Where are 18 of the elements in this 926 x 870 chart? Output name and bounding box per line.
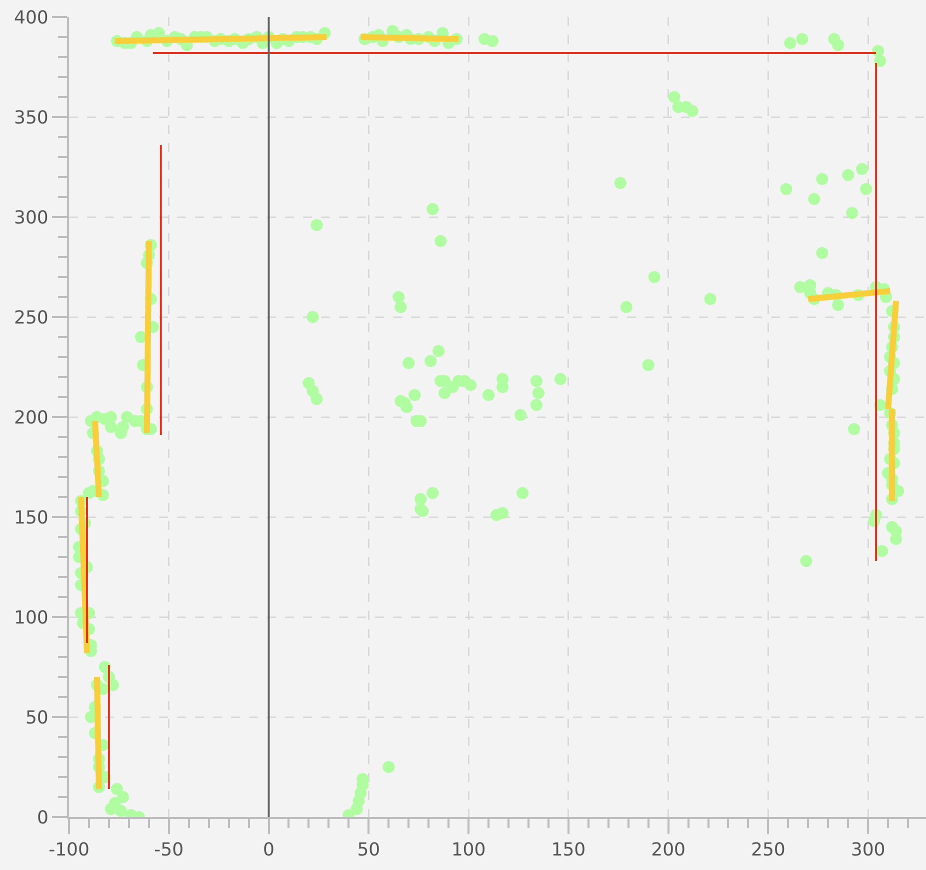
y-tick-label: 250 [14, 307, 48, 328]
x-tick-label: 200 [651, 840, 686, 861]
x-tick-label: 300 [850, 840, 886, 861]
y-tick-label: 0 [36, 807, 48, 828]
x-tick-label: 50 [357, 840, 380, 861]
x-tick-label: 150 [551, 840, 586, 861]
y-tick-label: 350 [14, 107, 48, 128]
y-tick-label: 300 [14, 207, 48, 228]
x-tick-label: -50 [154, 840, 184, 861]
x-tick-label: 250 [751, 840, 786, 861]
x-tick-label: 100 [451, 840, 486, 861]
y-tick-label: 50 [25, 707, 48, 728]
y-tick-label: 200 [14, 407, 48, 428]
y-tick-label: 100 [14, 607, 48, 628]
x-tick-label: 0 [263, 840, 274, 861]
y-tick-label: 400 [14, 7, 48, 28]
y-tick-label: 150 [14, 507, 48, 528]
x-tick-label: -100 [48, 840, 90, 861]
